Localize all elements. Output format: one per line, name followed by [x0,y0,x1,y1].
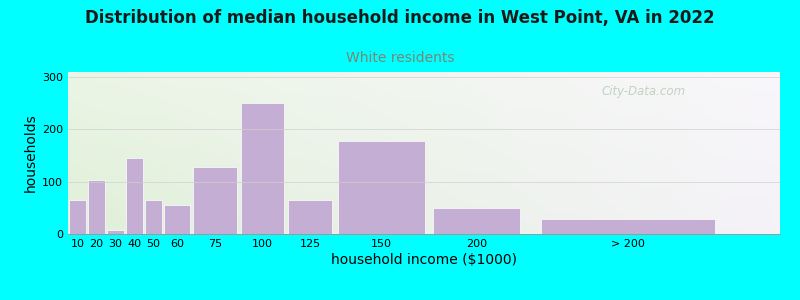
Bar [106,230,124,234]
Bar [241,103,285,234]
Bar [164,205,190,234]
Bar [433,208,520,234]
Bar [338,141,425,234]
Text: White residents: White residents [346,51,454,65]
Bar [194,167,237,234]
Text: City-Data.com: City-Data.com [602,85,686,98]
Y-axis label: households: households [24,114,38,192]
Bar [288,200,332,234]
Bar [126,158,143,234]
Text: Distribution of median household income in West Point, VA in 2022: Distribution of median household income … [85,9,715,27]
Bar [541,219,715,234]
Bar [145,200,162,234]
X-axis label: household income ($1000): household income ($1000) [331,253,517,267]
Bar [69,200,86,234]
Bar [88,180,106,234]
